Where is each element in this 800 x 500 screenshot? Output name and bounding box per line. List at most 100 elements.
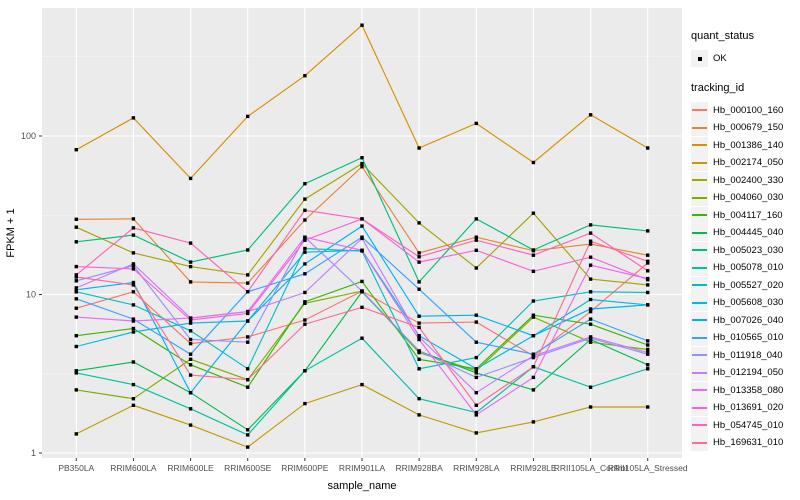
data-point-marker: [74, 334, 78, 338]
data-point-marker: [531, 420, 536, 424]
data-point-marker: [188, 357, 193, 361]
data-point-marker: [360, 224, 364, 228]
data-point-marker: [131, 217, 136, 221]
data-point-marker: [588, 335, 593, 339]
data-point-marker: [531, 388, 536, 392]
data-point-marker: [474, 403, 478, 407]
data-point-marker: [531, 211, 536, 215]
x-tick-label: RRIM600PE: [281, 463, 329, 473]
data-point-marker: [188, 407, 193, 411]
legend-item-label: Hb_004117_160: [713, 209, 783, 221]
ok-point-icon: [697, 56, 702, 61]
data-point-marker: [74, 273, 78, 277]
legend-item-Hb_011918_040: Hb_011918_040: [691, 346, 797, 365]
legend-key-line-icon: [692, 389, 707, 392]
legend-key-line-icon: [692, 424, 707, 427]
legend-item-label: Hb_005078_010: [713, 262, 784, 274]
data-point-marker: [646, 259, 650, 263]
legend-key-box: [691, 276, 708, 294]
legend-key-box: [691, 346, 708, 364]
data-point-marker: [74, 225, 78, 229]
legend-item-Hb_054745_010: Hb_054745_010: [691, 416, 797, 435]
legend-key-line-icon: [692, 319, 707, 322]
legend-item-Hb_005608_030: Hb_005608_030: [691, 294, 797, 312]
data-point-marker: [646, 350, 650, 355]
data-point-marker: [417, 357, 421, 361]
legend-key-box: [691, 329, 708, 347]
data-point-marker: [246, 335, 250, 339]
data-point-marker: [131, 303, 136, 307]
x-tick-label: RRII105LA_Stressed: [608, 463, 688, 473]
legend-key-box: [691, 364, 708, 382]
x-tick-label: RRIM600LE: [167, 463, 214, 473]
data-point-marker: [646, 269, 650, 273]
legend-item-label: Hb_169631_010: [713, 437, 784, 449]
data-point-marker: [188, 264, 193, 269]
legend-key-line-icon: [692, 214, 707, 217]
data-point-marker: [474, 235, 478, 239]
data-point-marker: [246, 319, 250, 323]
data-point-marker: [303, 246, 307, 251]
legend-quant-status-block: quant_status OK: [691, 30, 797, 68]
data-point-marker: [588, 231, 593, 235]
data-point-marker: [474, 355, 478, 360]
data-point-marker: [474, 320, 478, 324]
legend-item-Hb_007026_040: Hb_007026_040: [691, 311, 797, 330]
legend-key-line-icon: [692, 109, 707, 112]
legend-item-Hb_000679_150: Hb_000679_150: [691, 119, 797, 137]
legend-tracking-id-block: tracking_id Hb_000100_160 Hb_000679_150 Hb…: [691, 82, 797, 452]
data-point-marker: [360, 305, 364, 309]
data-point-marker: [303, 218, 307, 222]
data-point-marker: [74, 315, 78, 319]
data-point-marker: [74, 275, 78, 279]
legend-item-label: Hb_000100_160: [713, 104, 784, 116]
legend-item-label: Hb_000679_150: [713, 122, 784, 134]
legend-item-Hb_004445_040: Hb_004445_040: [691, 224, 797, 242]
data-point-marker: [360, 382, 364, 387]
legend-item-label: Hb_005527_020: [713, 279, 784, 291]
data-point-marker: [303, 208, 307, 212]
legend-key-box: [691, 136, 708, 154]
legend-item-Hb_005023_030: Hb_005023_030: [691, 241, 797, 260]
data-point-marker: [588, 242, 593, 246]
data-point-marker: [531, 253, 536, 257]
x-tick-label: RRIM600SE: [224, 463, 272, 473]
legend-item-Hb_013358_080: Hb_013358_080: [691, 381, 797, 400]
data-point-marker: [131, 360, 136, 364]
legend-item-Hb_169631_010: Hb_169631_010: [691, 434, 797, 452]
data-point-marker: [646, 363, 650, 367]
data-point-marker: [303, 272, 307, 276]
data-point-marker: [588, 297, 593, 302]
legend-key-box: [691, 101, 708, 119]
data-point-marker: [188, 241, 193, 245]
legend-item-label: Hb_054745_010: [713, 419, 784, 431]
legend-key-line-icon: [692, 371, 707, 374]
data-point-marker: [646, 146, 650, 150]
data-point-marker: [131, 226, 136, 230]
data-point-marker: [531, 248, 536, 252]
legend-key-line-icon: [692, 441, 707, 444]
legend-item-label: Hb_004060_030: [713, 192, 784, 204]
data-point-marker: [417, 349, 421, 353]
legend-item-label: Hb_001386_140: [713, 139, 784, 151]
data-point-marker: [588, 290, 593, 294]
legend-key-line-icon: [692, 144, 707, 147]
data-point-marker: [474, 375, 478, 380]
legend-item-Hb_002400_330: Hb_002400_330: [691, 171, 797, 190]
data-point-marker: [417, 280, 421, 284]
data-point-marker: [188, 260, 193, 264]
data-point-marker: [474, 313, 478, 317]
data-point-marker: [131, 262, 136, 266]
data-point-marker: [646, 347, 650, 352]
data-point-marker: [74, 388, 78, 392]
legend-item-Hb_005527_020: Hb_005527_020: [691, 276, 797, 295]
data-point-marker: [303, 290, 307, 295]
data-point-marker: [131, 264, 136, 268]
legend-item-Hb_013691_020: Hb_013691_020: [691, 399, 797, 417]
legend-item-Hb_004117_160: Hb_004117_160: [691, 206, 797, 225]
data-point-marker: [646, 278, 650, 282]
data-point-marker: [360, 161, 364, 166]
data-point-marker: [474, 369, 478, 373]
data-point-marker: [360, 217, 364, 221]
